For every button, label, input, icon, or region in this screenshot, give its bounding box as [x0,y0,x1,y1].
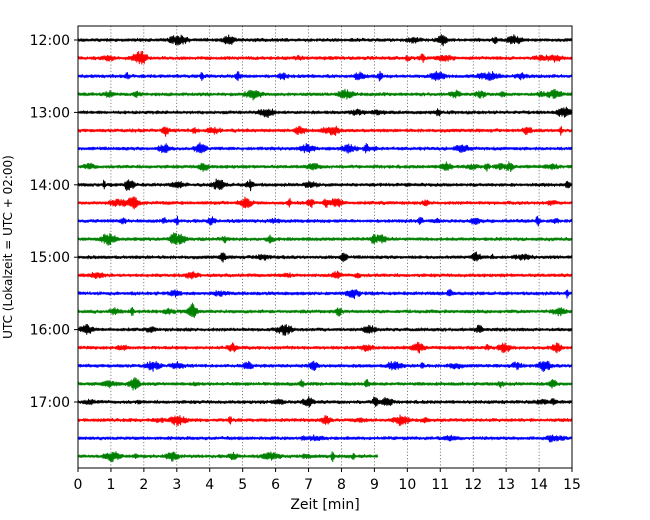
y-axis-label: UTC (Lokalzeit = UTC + 02:00) [1,155,15,339]
trace-series [77,360,573,373]
plot-frame [77,25,573,469]
x-tick-label: 11 [431,477,449,493]
x-tick-label: 8 [337,477,346,493]
trace-series [77,215,573,227]
trace-series [77,323,573,336]
x-tick-label: 5 [238,477,247,493]
x-tick-label: 3 [172,477,181,493]
y-tick-label: 13:00 [30,105,70,121]
x-tick-label: 12 [464,477,482,493]
y-axis: 12:00 13:00 14:00 15:00 16:00 17:00 [30,33,78,411]
trace-series [77,34,573,47]
trace-series [77,376,573,391]
x-tick-label: 10 [398,477,416,493]
y-tick-label: 16:00 [30,323,70,339]
trace-series [77,451,379,463]
x-axis: 0 1 2 3 4 5 6 7 8 9 10 11 12 13 14 15 [74,468,581,493]
x-tick-label: 2 [139,477,148,493]
y-tick-label: 15:00 [30,250,70,266]
x-axis-label: Zeit [min] [290,497,359,513]
trace-series [77,251,573,263]
x-tick-label: 13 [497,477,515,493]
grid-layer [110,26,540,468]
trace-series [77,196,573,210]
trace-series [77,161,573,173]
y-tick-label: 17:00 [30,395,70,411]
trace-series [77,142,573,154]
trace-series [77,50,573,65]
trace-series [77,178,573,192]
trace-series [77,232,573,246]
trace-series [77,270,573,280]
x-tick-label: 7 [304,477,313,493]
y-tick-label: 12:00 [30,33,70,49]
trace-series [77,125,573,137]
x-tick-label: 14 [530,477,548,493]
x-tick-label: 4 [205,477,214,493]
x-tick-label: 6 [271,477,280,493]
x-tick-label: 15 [563,477,581,493]
trace-series [77,288,573,300]
trace-layer [77,34,573,463]
trace-series [77,434,573,443]
trace-series [77,414,573,427]
trace-series [77,302,573,319]
trace-series [77,396,573,408]
y-tick-label: 14:00 [30,178,70,194]
x-tick-label: 0 [74,477,83,493]
trace-series [77,341,573,354]
trace-series [77,106,573,119]
trace-series [77,70,573,82]
x-tick-label: 1 [106,477,115,493]
trace-series [77,88,573,101]
x-tick-label: 9 [370,477,379,493]
